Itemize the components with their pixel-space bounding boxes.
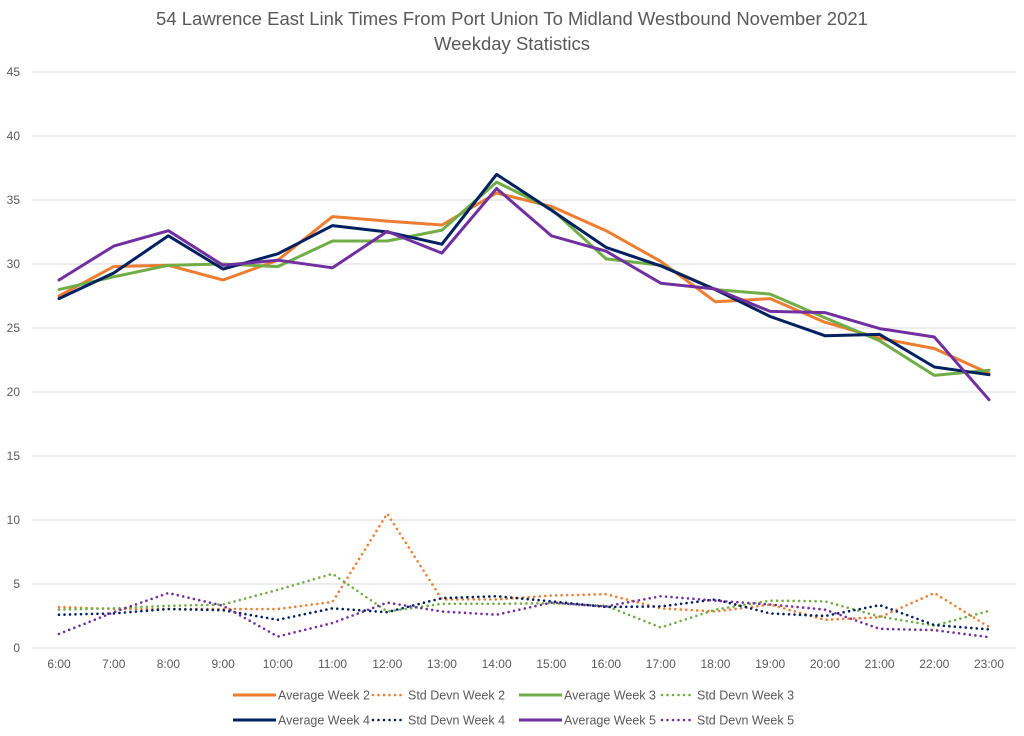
series-line-average-week-4 bbox=[57, 172, 991, 377]
x-tick-label: 16:00 bbox=[591, 657, 621, 671]
x-tick-label: 9:00 bbox=[211, 657, 235, 671]
x-tick-label: 10:00 bbox=[263, 657, 293, 671]
legend-label: Std Devn Week 5 bbox=[697, 714, 794, 728]
legend-label: Average Week 4 bbox=[278, 714, 370, 728]
x-tick-label: 21:00 bbox=[865, 657, 895, 671]
chart-subtitle: Weekday Statistics bbox=[434, 33, 590, 54]
x-tick-label: 13:00 bbox=[427, 657, 457, 671]
gridlines bbox=[32, 71, 1016, 649]
series-lines bbox=[57, 172, 991, 639]
legend-label: Std Devn Week 2 bbox=[408, 689, 505, 703]
series-line-std-devn-week-5 bbox=[57, 591, 991, 639]
legend-label: Average Week 5 bbox=[564, 714, 656, 728]
x-tick-label: 19:00 bbox=[755, 657, 785, 671]
x-tick-label: 12:00 bbox=[372, 657, 402, 671]
y-tick-label: 40 bbox=[7, 129, 21, 143]
chart-title-line: 54 Lawrence East Link Times From Port Un… bbox=[156, 8, 868, 29]
x-tick-label: 18:00 bbox=[700, 657, 730, 671]
series-line-average-week-2 bbox=[57, 191, 991, 375]
y-tick-label: 30 bbox=[7, 257, 21, 271]
x-tick-label: 20:00 bbox=[810, 657, 840, 671]
y-axis-ticks: 0 5 10 15 20 25 30 35 40 45 bbox=[7, 65, 21, 655]
legend-item: Std Devn Week 4 bbox=[371, 714, 505, 728]
legend-item: Average Week 4 bbox=[233, 714, 370, 728]
x-tick-label: 8:00 bbox=[157, 657, 181, 671]
legend-label: Average Week 2 bbox=[278, 689, 370, 703]
x-tick-label: 17:00 bbox=[646, 657, 676, 671]
series-line-average-week-5 bbox=[57, 187, 991, 402]
y-tick-label: 25 bbox=[7, 321, 21, 335]
y-tick-label: 15 bbox=[7, 449, 21, 463]
x-tick-label: 23:00 bbox=[974, 657, 1004, 671]
y-tick-label: 10 bbox=[7, 513, 21, 527]
legend-label: Std Devn Week 4 bbox=[408, 714, 505, 728]
chart-title: 54 Lawrence East Link Times From Port Un… bbox=[0, 6, 1024, 56]
legend-item: Std Devn Week 2 bbox=[371, 689, 505, 703]
y-tick-label: 20 bbox=[7, 385, 21, 399]
series-line-std-devn-week-3 bbox=[57, 572, 991, 629]
x-tick-label: 6:00 bbox=[47, 657, 71, 671]
x-tick-label: 7:00 bbox=[102, 657, 126, 671]
x-tick-label: 15:00 bbox=[536, 657, 566, 671]
x-tick-label: 14:00 bbox=[482, 657, 512, 671]
y-tick-label: 5 bbox=[13, 577, 20, 591]
y-tick-label: 45 bbox=[7, 65, 21, 79]
legend-label: Std Devn Week 3 bbox=[697, 689, 794, 703]
y-tick-label: 35 bbox=[7, 193, 21, 207]
legend-item: Average Week 5 bbox=[519, 714, 656, 728]
x-tick-label: 22:00 bbox=[919, 657, 949, 671]
series-line-std-devn-week-2 bbox=[57, 512, 991, 629]
legend-item: Std Devn Week 5 bbox=[660, 714, 794, 728]
x-axis-ticks: 6:00 7:00 8:00 9:00 10:00 11:00 12:00 13:00 14:0… bbox=[47, 657, 1004, 671]
legend-item: Average Week 2 bbox=[233, 689, 370, 703]
legend-label: Average Week 3 bbox=[564, 689, 656, 703]
legend: Average Week 2 Std Devn Week 2 Average Wee… bbox=[233, 689, 794, 728]
y-tick-label: 0 bbox=[13, 641, 20, 655]
x-tick-label: 11:00 bbox=[318, 657, 347, 671]
legend-item: Average Week 3 bbox=[519, 689, 656, 703]
legend-item: Std Devn Week 3 bbox=[660, 689, 794, 703]
series-line-std-devn-week-4 bbox=[57, 594, 991, 631]
